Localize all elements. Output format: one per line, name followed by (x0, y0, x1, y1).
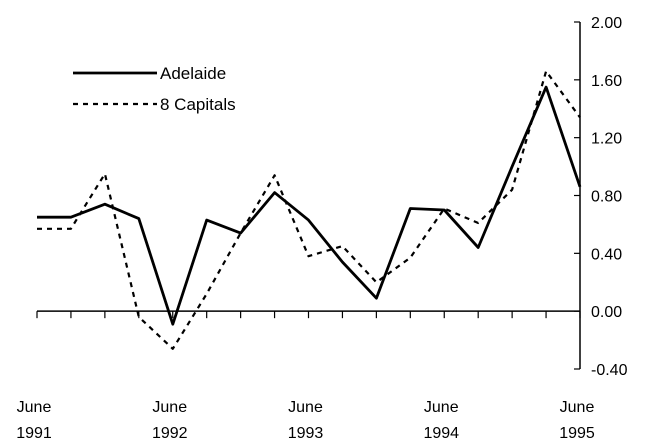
data-point (443, 207, 445, 209)
data-point (579, 116, 581, 118)
series-line-8-capitals (37, 70, 581, 350)
data-point (307, 255, 309, 257)
data-point (511, 165, 513, 167)
data-point (138, 217, 140, 219)
data-point (172, 348, 174, 350)
x-tick-label: June (560, 399, 595, 416)
y-tick-label: 2.00 (591, 15, 622, 32)
data-point (205, 219, 207, 221)
y-tick-label: 1.20 (591, 131, 622, 148)
data-point (579, 186, 581, 188)
data-point (70, 216, 72, 218)
data-point (104, 203, 106, 205)
data-point (375, 281, 377, 283)
data-point (239, 232, 241, 234)
legend-label: Adelaide (160, 64, 226, 83)
y-tick-label: 0.40 (591, 246, 622, 263)
data-point (545, 70, 547, 72)
data-point (205, 293, 207, 295)
data-point (375, 297, 377, 299)
x-tick-label: June (424, 399, 459, 416)
series-layer (36, 70, 582, 350)
x-tick-label: June (152, 399, 187, 416)
data-point (409, 256, 411, 258)
y-tick-label: -0.40 (591, 362, 628, 379)
data-point (477, 246, 479, 248)
data-point (477, 222, 479, 224)
x-tick-label: June (288, 399, 323, 416)
data-point (511, 189, 513, 191)
data-point (36, 228, 38, 230)
axes: 2.00 1.60 1.20 0.80 0.40 0.00 -0.40 June 1991 Jun… (16, 15, 627, 441)
data-point (409, 207, 411, 209)
x-tick-label: 1995 (559, 425, 595, 441)
legend-label: 8 Capitals (160, 95, 236, 114)
data-point (273, 191, 275, 193)
x-tick-label: 1993 (288, 425, 324, 441)
data-point (138, 316, 140, 318)
data-point (70, 228, 72, 230)
y-tick-label: 0.00 (591, 304, 622, 321)
x-tick-label: 1992 (152, 425, 188, 441)
x-tick-label: 1994 (423, 425, 459, 441)
data-point (545, 86, 547, 88)
y-tick-label: 1.60 (591, 73, 622, 90)
series-line-adelaide (37, 85, 582, 326)
data-point (273, 174, 275, 176)
y-tick-label: 0.80 (591, 189, 622, 206)
data-point (307, 219, 309, 221)
data-point (341, 245, 343, 247)
data-point (341, 261, 343, 263)
x-tick-label: 1991 (16, 425, 52, 441)
data-point (36, 216, 38, 218)
x-tick-label: June (17, 399, 52, 416)
data-point (104, 173, 106, 175)
data-point (172, 323, 174, 325)
legend: Adelaide 8 Capitals (73, 64, 236, 114)
